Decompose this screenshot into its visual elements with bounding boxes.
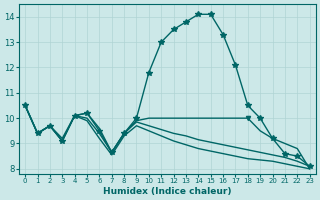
X-axis label: Humidex (Indice chaleur): Humidex (Indice chaleur) [103, 187, 232, 196]
